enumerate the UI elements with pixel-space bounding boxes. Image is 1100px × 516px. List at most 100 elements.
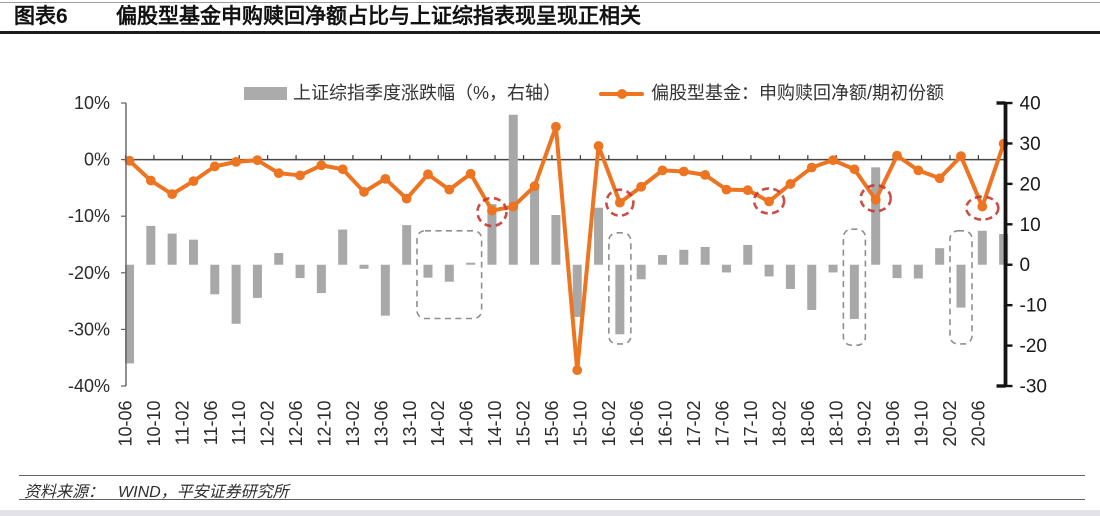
source-text: WIND，平安证券研究所: [118, 484, 289, 501]
line-series-marker: [401, 193, 412, 204]
line-series-marker: [508, 201, 519, 212]
bar: [849, 264, 859, 319]
bar: [210, 264, 220, 295]
right-axis-label: 40: [1020, 94, 1041, 115]
line-series-marker: [764, 196, 774, 207]
line-series-marker: [551, 121, 561, 132]
x-axis-label: 16-02: [599, 401, 619, 447]
right-axis-label: -10: [1020, 296, 1047, 317]
line-series-marker: [956, 151, 966, 162]
right-axis-label: 10: [1020, 215, 1041, 236]
bar: [231, 264, 241, 324]
right-axis-label: -20: [1020, 336, 1047, 357]
bar: [359, 264, 369, 269]
line-series-marker: [529, 181, 540, 192]
x-axis-label: 18-02: [769, 401, 789, 447]
x-axis-label: 13-06: [371, 401, 391, 447]
x-axis-label: 14-06: [457, 401, 477, 447]
legend-item-bar-series: 上证综指季度涨跌幅（%，右轴）: [244, 84, 594, 102]
line-series-marker: [295, 170, 305, 181]
x-axis-label: 15-06: [542, 401, 562, 447]
circled-point-annotation: [859, 183, 893, 213]
line-series-marker: [209, 161, 220, 172]
bar-swatch-icon: [244, 87, 287, 100]
x-axis-label: 15-10: [570, 401, 590, 447]
left-axis-label: -20%: [68, 263, 110, 283]
circled-point-annotation: [752, 187, 786, 215]
left-axis-label: -10%: [68, 206, 110, 226]
footer-bottom-rule: [19, 498, 1085, 500]
x-axis-label: 15-02: [514, 401, 534, 447]
x-axis-label: 12-10: [315, 401, 335, 447]
x-axis-label: 19-10: [912, 401, 932, 447]
right-axis-label: 20: [1020, 174, 1041, 195]
bar: [956, 264, 966, 308]
figure-title: 偏股型基金申购赎回净额占比与上证综指表现呈现正相关: [116, 5, 641, 28]
bar: [380, 264, 390, 316]
x-axis-label: 17-10: [741, 401, 761, 447]
bar: [828, 264, 838, 273]
source-label: 资料来源：: [24, 484, 105, 501]
x-axis-label: 12-02: [258, 401, 278, 447]
left-axis-label: 0%: [84, 150, 110, 170]
x-axis-label: 16-06: [627, 401, 647, 447]
line-series-marker: [124, 155, 135, 166]
x-axis-label: 13-10: [400, 401, 420, 447]
line-series-marker: [359, 186, 369, 197]
bar: [530, 183, 540, 265]
line-series-marker: [700, 169, 711, 180]
x-axis-label: 18-10: [826, 401, 846, 447]
bar: [658, 255, 667, 265]
bar: [338, 229, 348, 265]
bar: [274, 253, 284, 265]
right-axis-label: -30: [1020, 377, 1047, 398]
bar: [935, 248, 945, 265]
bar: [487, 204, 497, 265]
bar: [743, 244, 753, 265]
line-series-marker: [487, 205, 497, 216]
line-marker-icon: [617, 88, 627, 99]
x-axis-label: 11-02: [172, 401, 192, 446]
bottom-edge-strip: [0, 510, 1100, 516]
line-series-marker: [444, 184, 455, 195]
circled-point-annotation: [476, 196, 508, 228]
bar: [572, 264, 582, 317]
line-series-marker: [145, 175, 156, 186]
x-axis-label: 14-02: [428, 401, 448, 447]
circled-point-annotation: [964, 195, 1000, 221]
line-series-marker: [337, 164, 348, 175]
dashed-annotation-box: [608, 232, 632, 345]
line-series-marker: [188, 176, 199, 187]
line-series-marker: [849, 164, 860, 175]
bar: [785, 264, 795, 289]
line-series-marker: [828, 155, 838, 166]
bar: [636, 264, 646, 280]
line-series-marker: [273, 168, 284, 179]
bar: [871, 167, 881, 265]
line-series-marker: [423, 169, 433, 180]
bar: [423, 264, 433, 278]
x-axis-label: 14-10: [485, 401, 505, 447]
line-series-marker: [721, 184, 732, 195]
line-series-marker: [231, 156, 242, 167]
figure-header: 图表6 偏股型基金申购赎回净额占比与上证综指表现呈现正相关: [0, 4, 1100, 30]
x-axis-label: 10-06: [116, 401, 136, 447]
x-axis-label: 19-06: [883, 401, 903, 447]
bar: [316, 264, 326, 294]
x-axis-label: 17-06: [713, 401, 733, 447]
dashed-annotation-box: [416, 229, 483, 320]
line-series-marker: [806, 162, 817, 173]
bar: [764, 264, 774, 277]
dashed-annotation-box: [949, 229, 973, 345]
dashed-annotation-box: [842, 228, 867, 346]
left-axis-label: -40%: [68, 376, 110, 396]
x-axis-label: 16-10: [656, 401, 676, 447]
line-series-marker: [316, 160, 327, 171]
legend-item-line-series: 偏股型基金：申购赎回净额/期初份额: [599, 84, 999, 102]
bar: [167, 233, 177, 265]
line-series-marker: [913, 165, 924, 176]
x-axis-label: 18-06: [798, 401, 818, 447]
x-axis-label: 11-06: [201, 401, 221, 446]
source-note: 资料来源： WIND，平安证券研究所: [24, 478, 289, 502]
line-series-marker: [593, 141, 604, 151]
